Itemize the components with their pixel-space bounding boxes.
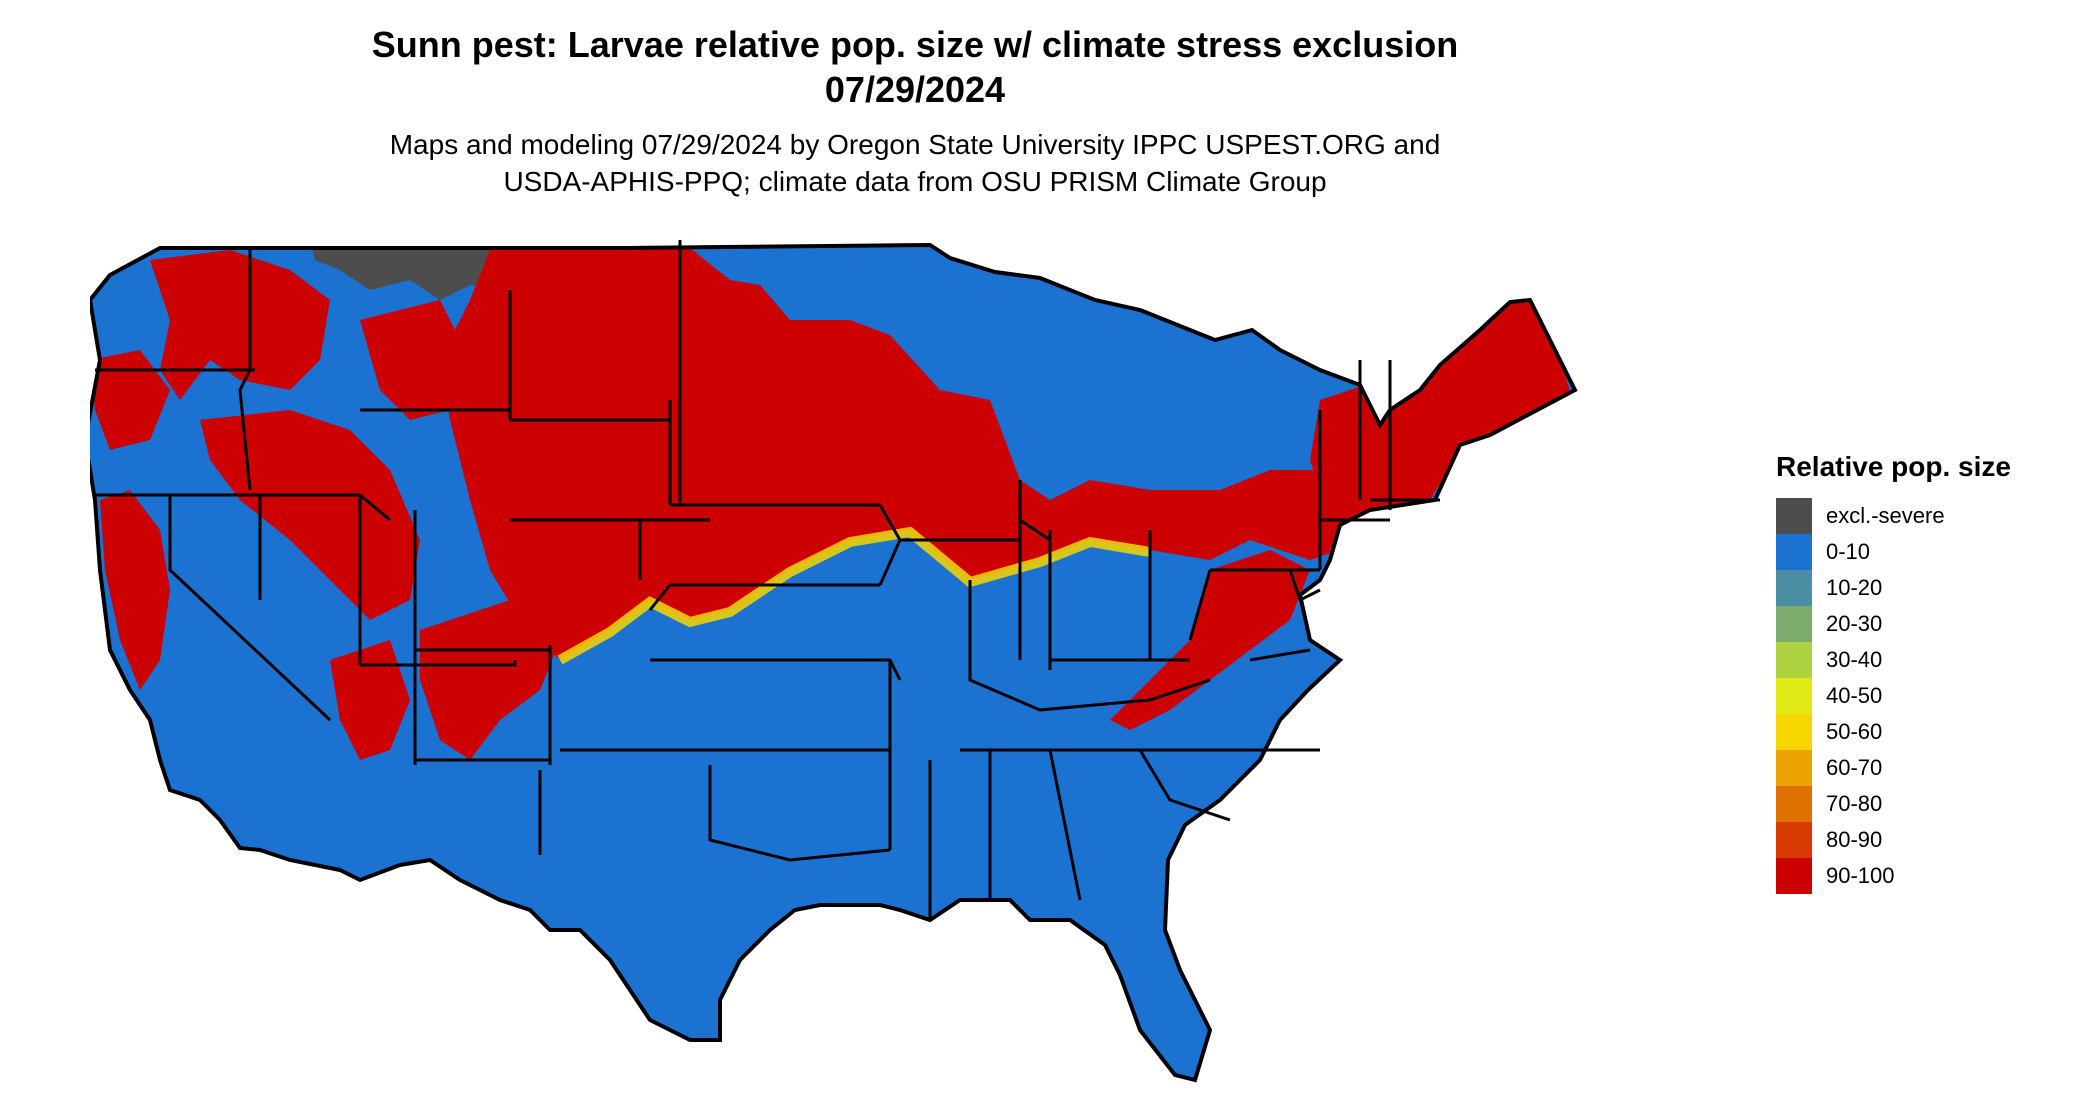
legend-item: 30-40 <box>1776 642 2011 678</box>
legend-swatch <box>1776 606 1812 642</box>
pacific-coast-red-zone <box>100 490 170 690</box>
population-overlay <box>90 245 1570 760</box>
legend-swatch <box>1776 714 1812 750</box>
title-line-1: Sunn pest: Larvae relative pop. size w/ … <box>371 24 1459 65</box>
northeast-red-zone <box>1310 300 1570 550</box>
legend-item: 60-70 <box>1776 750 2011 786</box>
subtitle-line-1: Maps and modeling 07/29/2024 by Oregon S… <box>389 129 1441 160</box>
legend-swatch <box>1776 534 1812 570</box>
map-title: Sunn pest: Larvae relative pop. size w/ … <box>0 22 1830 112</box>
legend-swatch <box>1776 642 1812 678</box>
legend-item: 20-30 <box>1776 606 2011 642</box>
legend-swatch <box>1776 750 1812 786</box>
west-red-zone-1 <box>150 250 330 400</box>
legend-item: 80-90 <box>1776 822 2011 858</box>
southwest-red-zone-1 <box>420 600 560 760</box>
legend-item: 90-100 <box>1776 858 2011 894</box>
legend-label: 30-40 <box>1826 647 1883 672</box>
transition-band <box>557 526 1151 665</box>
pacific-northwest-red-zone <box>90 350 170 450</box>
legend-item: excl.-severe <box>1776 498 2011 534</box>
north-red-zone <box>440 245 1430 660</box>
legend-swatch <box>1776 786 1812 822</box>
legend-label: 90-100 <box>1826 863 1895 888</box>
legend-label: 20-30 <box>1826 611 1883 636</box>
us-map <box>90 240 1577 1082</box>
title-date: 07/29/2024 <box>824 69 1006 110</box>
legend-title: Relative pop. size <box>1776 451 2011 482</box>
legend-swatch <box>1776 498 1812 534</box>
legend-label: 10-20 <box>1826 575 1883 600</box>
southwest-red-zone-2 <box>330 640 410 760</box>
legend-items: excl.-severe 0-10 10-20 20-30 30-40 40-50 50-6… <box>1776 498 2011 894</box>
legend-label: 0-10 <box>1826 539 1871 564</box>
west-red-zone-3 <box>360 300 470 420</box>
legend-label: excl.-severe <box>1826 503 1945 528</box>
legend-item: 50-60 <box>1776 714 2011 750</box>
map-subtitle: Maps and modeling 07/29/2024 by Oregon S… <box>0 126 1830 200</box>
state-borders <box>95 240 1440 920</box>
legend-swatch <box>1776 822 1812 858</box>
map-legend: Relative pop. size excl.-severe 0-10 10-20… <box>1776 450 2011 894</box>
west-red-zone-2 <box>200 410 420 620</box>
subtitle-line-2: USDA-APHIS-PPQ; climate data from OSU PR… <box>503 166 1327 197</box>
legend-label: 50-60 <box>1826 719 1883 744</box>
legend-swatch <box>1776 678 1812 714</box>
legend-swatch <box>1776 858 1812 894</box>
legend-item: 10-20 <box>1776 570 2011 606</box>
legend-item: 70-80 <box>1776 786 2011 822</box>
legend-label: 40-50 <box>1826 683 1883 708</box>
legend-item: 40-50 <box>1776 678 2011 714</box>
legend-label: 80-90 <box>1826 827 1883 852</box>
legend-swatch <box>1776 570 1812 606</box>
legend-label: 70-80 <box>1826 791 1883 816</box>
legend-item: 0-10 <box>1776 534 2011 570</box>
west-red-zone-4 <box>460 400 560 530</box>
excluded-zone <box>310 245 510 300</box>
appalachian-red-zone <box>1110 550 1310 730</box>
legend-label: 60-70 <box>1826 755 1883 780</box>
